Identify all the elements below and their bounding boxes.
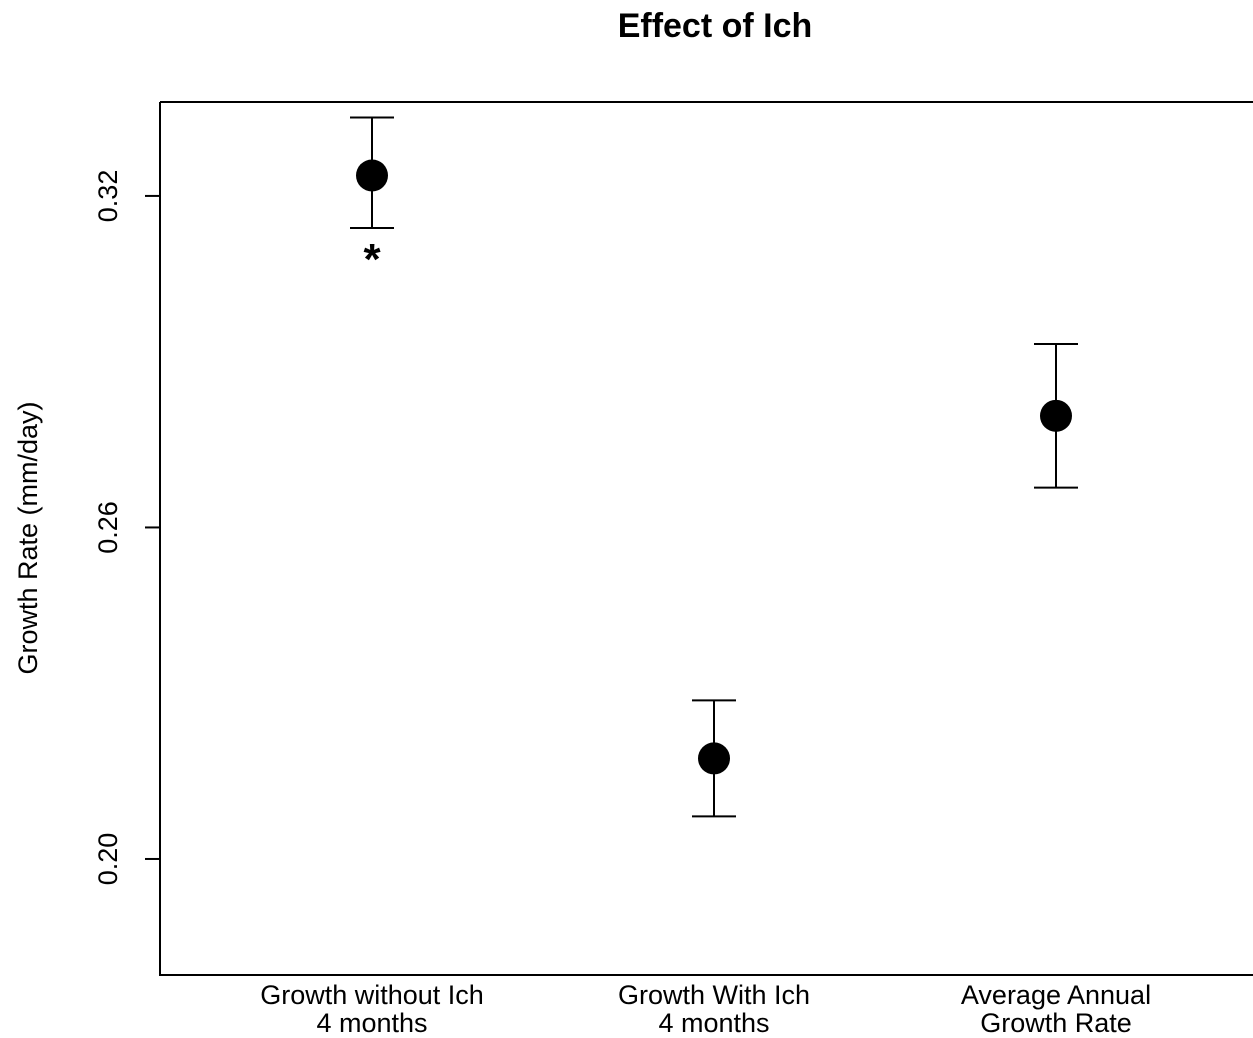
- significance-marker-0: *: [363, 235, 381, 284]
- category-label-2-line-1: Growth Rate: [980, 1008, 1132, 1038]
- category-label-1-line-1: 4 months: [658, 1008, 769, 1038]
- plot-frame: [159, 101, 1253, 976]
- data-point-0: [356, 159, 388, 192]
- category-label-0-line-1: 4 months: [316, 1008, 427, 1038]
- category-label-1-line-0: Growth With Ich: [618, 980, 810, 1010]
- data-point-group-0: *: [350, 116, 394, 284]
- y-axis-label: Growth Rate (mm/day): [13, 401, 43, 674]
- data-point-group-1: [692, 699, 736, 818]
- data-point-2: [1040, 399, 1072, 432]
- category-label-2-line-0: Average Annual: [961, 980, 1151, 1010]
- y-axis: 0.20 0.26 0.32: [93, 170, 160, 886]
- data-points: *: [350, 116, 1078, 818]
- data-point-group-2: [1034, 343, 1078, 489]
- category-label-0-line-0: Growth without Ich: [260, 980, 484, 1010]
- y-tick-label-1: 0.26: [93, 501, 123, 554]
- chart-title: Effect of Ich: [618, 7, 813, 45]
- y-tick-label-2: 0.32: [93, 170, 123, 223]
- data-point-1: [698, 742, 730, 775]
- y-tick-label-0: 0.20: [93, 833, 123, 886]
